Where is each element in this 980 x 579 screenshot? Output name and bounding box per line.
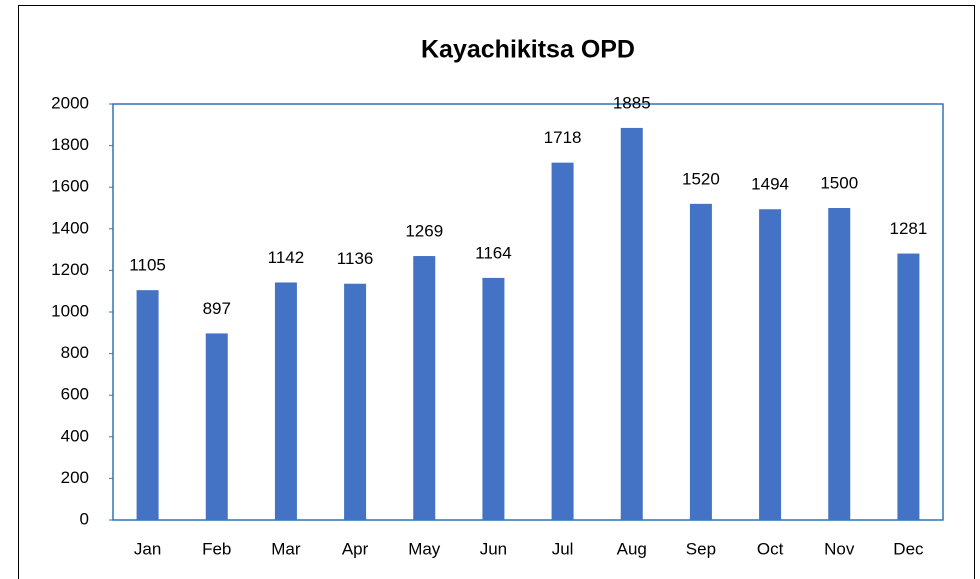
data-label: 1494 xyxy=(751,175,789,194)
bar xyxy=(897,253,920,520)
data-label: 1105 xyxy=(129,256,166,275)
x-tick-label: Jun xyxy=(480,539,507,558)
y-tick-label: 1800 xyxy=(51,135,89,154)
y-tick-label: 400 xyxy=(61,426,89,445)
x-tick-label: Sep xyxy=(686,539,716,558)
x-tick-label: Apr xyxy=(342,539,369,558)
x-tick-label: Mar xyxy=(271,539,301,558)
x-tick-label: Jul xyxy=(552,539,574,558)
x-tick-label: Dec xyxy=(893,539,924,558)
data-label: 1142 xyxy=(268,248,305,267)
y-tick-label: 2000 xyxy=(51,93,89,112)
bar xyxy=(274,282,297,520)
y-tick-label: 0 xyxy=(80,509,89,528)
x-tick-label: Oct xyxy=(757,539,784,558)
frame xyxy=(18,5,975,579)
bar xyxy=(482,277,505,520)
y-tick-label: 1000 xyxy=(51,301,89,320)
data-label: 1164 xyxy=(475,243,512,262)
bar xyxy=(136,290,159,520)
chart-title: Kayachikitsa OPD xyxy=(421,36,635,64)
bar xyxy=(344,283,367,520)
plot-area xyxy=(112,103,944,521)
bar xyxy=(413,256,436,520)
data-label: 1885 xyxy=(613,93,651,112)
bar xyxy=(551,162,574,520)
data-label: 1281 xyxy=(890,219,928,238)
x-tick-label: Feb xyxy=(202,539,231,558)
x-tick-label: May xyxy=(408,539,441,558)
data-label: 1500 xyxy=(820,173,858,192)
bar xyxy=(828,208,851,520)
y-tick-label: 1600 xyxy=(51,177,89,196)
data-label: 1136 xyxy=(337,249,374,268)
y-tick-label: 600 xyxy=(61,385,89,404)
y-tick-label: 1400 xyxy=(51,218,89,237)
data-label: 1520 xyxy=(682,169,720,188)
data-label: 1269 xyxy=(405,222,443,241)
bar xyxy=(620,127,643,521)
x-tick-label: Jan xyxy=(134,539,161,558)
bar xyxy=(689,203,712,520)
x-tick-label: Aug xyxy=(617,539,647,558)
data-label: 897 xyxy=(203,299,231,318)
bar xyxy=(205,333,228,520)
x-tick-label: Nov xyxy=(824,539,855,558)
y-tick-label: 1200 xyxy=(51,260,89,279)
bar xyxy=(759,209,782,521)
y-tick-label: 200 xyxy=(61,468,89,487)
y-tick-label: 800 xyxy=(61,343,89,362)
data-label: 1718 xyxy=(544,128,582,147)
